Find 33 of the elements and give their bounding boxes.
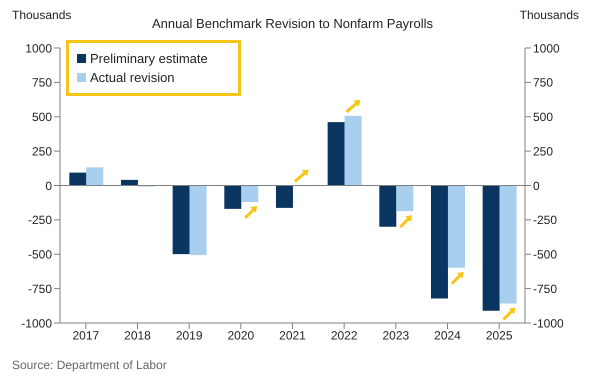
y2-axis-title: Thousands — [520, 8, 579, 22]
y-tick-label: 250 — [32, 144, 52, 158]
y2-tick-label: -500 — [533, 248, 558, 262]
y-tick-label: 500 — [32, 110, 52, 124]
y-axis-title: Thousands — [12, 8, 72, 22]
y-tick-label: -500 — [28, 248, 52, 262]
x-tick-label: 2022 — [330, 328, 358, 343]
source-note: Source: Department of Labor — [12, 358, 167, 372]
x-tick-label: 2019 — [176, 328, 203, 343]
y2-tick-label: 1000 — [533, 41, 560, 56]
y2-tick-label: 750 — [533, 76, 554, 90]
y2-tick-label: -250 — [533, 213, 558, 228]
y-tick-label: 0 — [45, 178, 52, 193]
legend-label: Preliminary estimate — [89, 51, 208, 66]
x-tick-label: 2021 — [279, 328, 306, 343]
y2-tick-label: -750 — [533, 282, 558, 296]
x-tick-label: 2023 — [382, 328, 410, 343]
y2-tick-label: 500 — [533, 110, 554, 124]
y2-tick-label: 0 — [533, 178, 540, 193]
y-tick-label: -1000 — [21, 316, 52, 330]
y-tick-label: -750 — [28, 282, 52, 296]
x-tick-label: 2017 — [72, 328, 100, 343]
x-tick-label: 2025 — [486, 328, 513, 343]
y-tick-label: 1000 — [25, 41, 52, 56]
y-tick-label: -250 — [28, 213, 52, 228]
y2-tick-label: 250 — [533, 144, 554, 158]
legend-label: Actual revision — [89, 70, 176, 85]
y-tick-label: 750 — [32, 76, 52, 90]
y2-tick-label: -1000 — [533, 316, 564, 330]
x-tick-label: 2020 — [227, 328, 255, 343]
chart-title: Annual Benchmark Revision to Nonfarm Payrolls — [152, 16, 434, 31]
x-tick-label: 2018 — [124, 328, 152, 343]
x-tick-label: 2024 — [434, 328, 462, 343]
